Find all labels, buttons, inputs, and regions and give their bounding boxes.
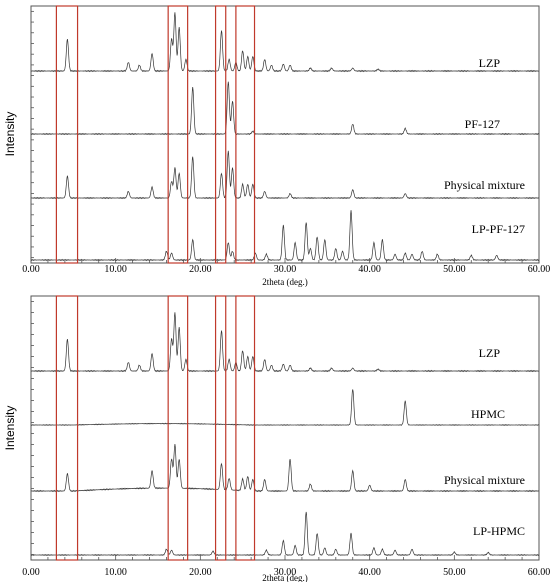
highlight-regions [55,295,256,561]
trace-lzp [30,12,540,73]
series-label-lzp: LZP [479,56,501,70]
highlight-region-1 [55,5,79,264]
series-label-physical-mixture: Physical mixture [444,178,525,192]
y-axis-label: Intensity [3,112,17,157]
xrd-panel-top: 0.00 10.00 20.00 30.00 40.00 50.00 60.00 LZP P… [3,5,550,287]
x-tick-label: 60.00 [528,567,550,578]
trace-physical-mixture [30,444,540,493]
x-tick-label: 10.00 [104,567,127,578]
series-label-lp-hpmc: LP-HPMC [473,524,525,538]
trace-lzp [30,312,540,373]
trace-lp-hpmc [30,511,540,557]
series-labels: LZP PF-127 Physical mixture LP-PF-127 [444,56,525,236]
series-labels: LZP HPMC Physical mixture LP-HPMC [444,346,525,538]
x-axis-label: 2theta (deg.) [262,277,307,287]
highlight-region-2 [167,5,189,264]
trace-physical-mixture [30,150,540,200]
traces-group [30,312,540,557]
x-tick-label: 20.00 [189,567,212,578]
xrd-panel-bottom: 0.00 10.00 20.00 30.00 40.00 50.00 60.00 LZP H… [3,295,550,582]
x-ticks: 0.00 10.00 20.00 30.00 40.00 50.00 60.00 [22,10,550,275]
highlight-region-4 [235,295,256,561]
y-axis-label: Intensity [3,406,17,451]
x-ticks: 0.00 10.00 20.00 30.00 40.00 50.00 60.00 [22,301,550,578]
traces-group [30,12,540,262]
panel-frame [30,295,540,561]
x-tick-label: 40.00 [358,567,381,578]
series-label-physical-mixture: Physical mixture [444,473,525,487]
x-tick-label: 0.00 [22,567,40,578]
x-axis-label: 2theta (deg.) [262,573,307,582]
x-tick-label: 50.00 [443,264,466,275]
highlight-regions [55,5,256,264]
highlight-region-4 [235,5,256,264]
highlight-region-3 [214,5,227,264]
x-tick-label: 40.00 [358,264,381,275]
x-tick-label: 30.00 [274,264,297,275]
series-label-lp-pf127: LP-PF-127 [472,222,525,236]
x-tick-label: 0.00 [22,264,40,275]
highlight-region-3 [214,295,227,561]
trace-hpmc [30,389,540,426]
x-tick-label: 20.00 [189,264,212,275]
trace-lp-pf-127 [30,210,540,262]
trace-pf-127 [30,81,540,136]
x-tick-label: 50.00 [443,567,466,578]
x-tick-label: 10.00 [104,264,127,275]
series-label-pf127: PF-127 [465,117,500,131]
series-label-hpmc: HPMC [471,407,505,421]
x-tick-label: 60.00 [528,264,550,275]
x-tick-label: 30.00 [274,567,297,578]
highlight-region-2 [167,295,189,561]
series-label-lzp: LZP [479,346,501,360]
highlight-region-1 [55,295,79,561]
